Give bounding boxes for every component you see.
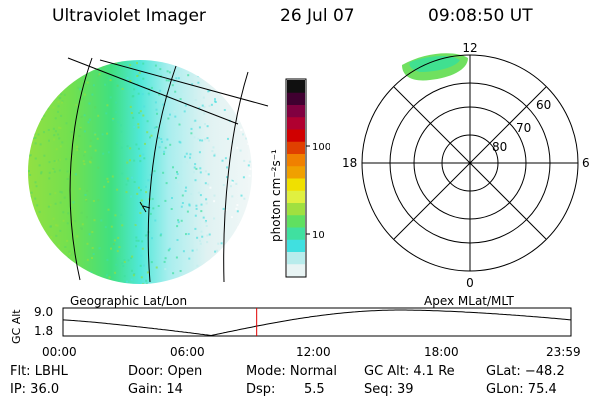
colorbar-swatch [287, 263, 305, 277]
right-panel-caption: Apex MLat/MLT [424, 294, 514, 308]
altitude-curve [62, 309, 572, 337]
mlt-label-18: 18 [342, 156, 357, 170]
colorbar-tick-100: 100 [312, 142, 330, 153]
colorbar-swatch [287, 214, 305, 228]
geographic-image-panel [28, 57, 269, 284]
uv-emission-disk [28, 60, 252, 284]
mlt-label-12: 12 [462, 41, 477, 55]
colorbar-swatch [287, 227, 305, 240]
colorbar-swatch [287, 116, 305, 130]
status-dsp-label: Dsp: [246, 382, 276, 397]
timeline-xtick-0: 00:00 [42, 345, 77, 359]
colorbar-swatch [287, 141, 305, 154]
auroral-emission-patch [402, 53, 468, 81]
colorbar-swatch [287, 80, 305, 93]
colorbar-swatch [287, 239, 305, 252]
colorbar-swatch [287, 202, 305, 216]
status-mode: Mode: Normal [246, 364, 337, 379]
colorbar-swatch [287, 178, 305, 191]
colorbar-swatches [287, 80, 305, 277]
time-label: 09:08:50 UT [428, 6, 533, 26]
left-panel-caption: Geographic Lat/Lon [70, 294, 188, 308]
status-gcalt: GC Alt: 4.1 Re [364, 364, 455, 379]
status-glon: GLon: 75.4 [486, 382, 557, 397]
status-seq: Seq: 39 [364, 382, 414, 397]
timeline-xtick-2: 12:00 [296, 345, 331, 359]
status-glat: GLat: −48.2 [486, 364, 565, 379]
mlat-label-70: 70 [516, 121, 531, 135]
timeline-xtick-4: 23:59 [546, 345, 581, 359]
colorbar-swatch [287, 190, 305, 203]
status-door: Door: Open [128, 364, 203, 379]
mlt-label-6: 6 [582, 156, 590, 170]
timeline-ymax: 9.0 [34, 305, 53, 319]
polar-grid [361, 54, 579, 272]
polar-mlat-mlt-plot: 12 18 6 0 60 70 80 [342, 41, 590, 290]
status-ip: IP: 36.0 [10, 382, 60, 397]
date-label: 26 Jul 07 [280, 6, 355, 26]
colorbar-swatch [287, 165, 305, 179]
colorbar-swatch [287, 104, 305, 118]
colorbar-swatch [287, 251, 305, 265]
status-flt: Flt: LBHL [10, 364, 68, 379]
colorbar-unit-label: photon cm⁻²s⁻¹ [269, 149, 283, 242]
timeline-xtick-1: 06:00 [170, 345, 205, 359]
colorbar: 100 10 photon cm⁻²s⁻¹ [269, 78, 330, 278]
mlat-label-80: 80 [492, 140, 507, 154]
colorbar-swatch [287, 92, 305, 105]
timeline-ymin: 1.8 [34, 324, 53, 338]
mlt-label-0: 0 [466, 276, 474, 290]
spacecraft-marker-icon [139, 201, 151, 213]
status-gain: Gain: 14 [128, 382, 183, 397]
colorbar-swatch [287, 153, 305, 167]
instrument-title: Ultraviolet Imager [52, 6, 206, 26]
timeline-xtick-3: 18:00 [424, 345, 459, 359]
lat-lon-grid [67, 57, 269, 283]
colorbar-tick-10: 10 [312, 230, 325, 241]
colorbar-swatch [287, 129, 305, 142]
status-dsp-value: 5.5 [304, 382, 325, 397]
altitude-timeline: 9.0 1.8 GC Alt 00:00 06:00 12:00 18:00 2… [10, 305, 581, 359]
timeline-ylabel: GC Alt [10, 309, 23, 344]
mlat-label-60: 60 [536, 98, 551, 112]
